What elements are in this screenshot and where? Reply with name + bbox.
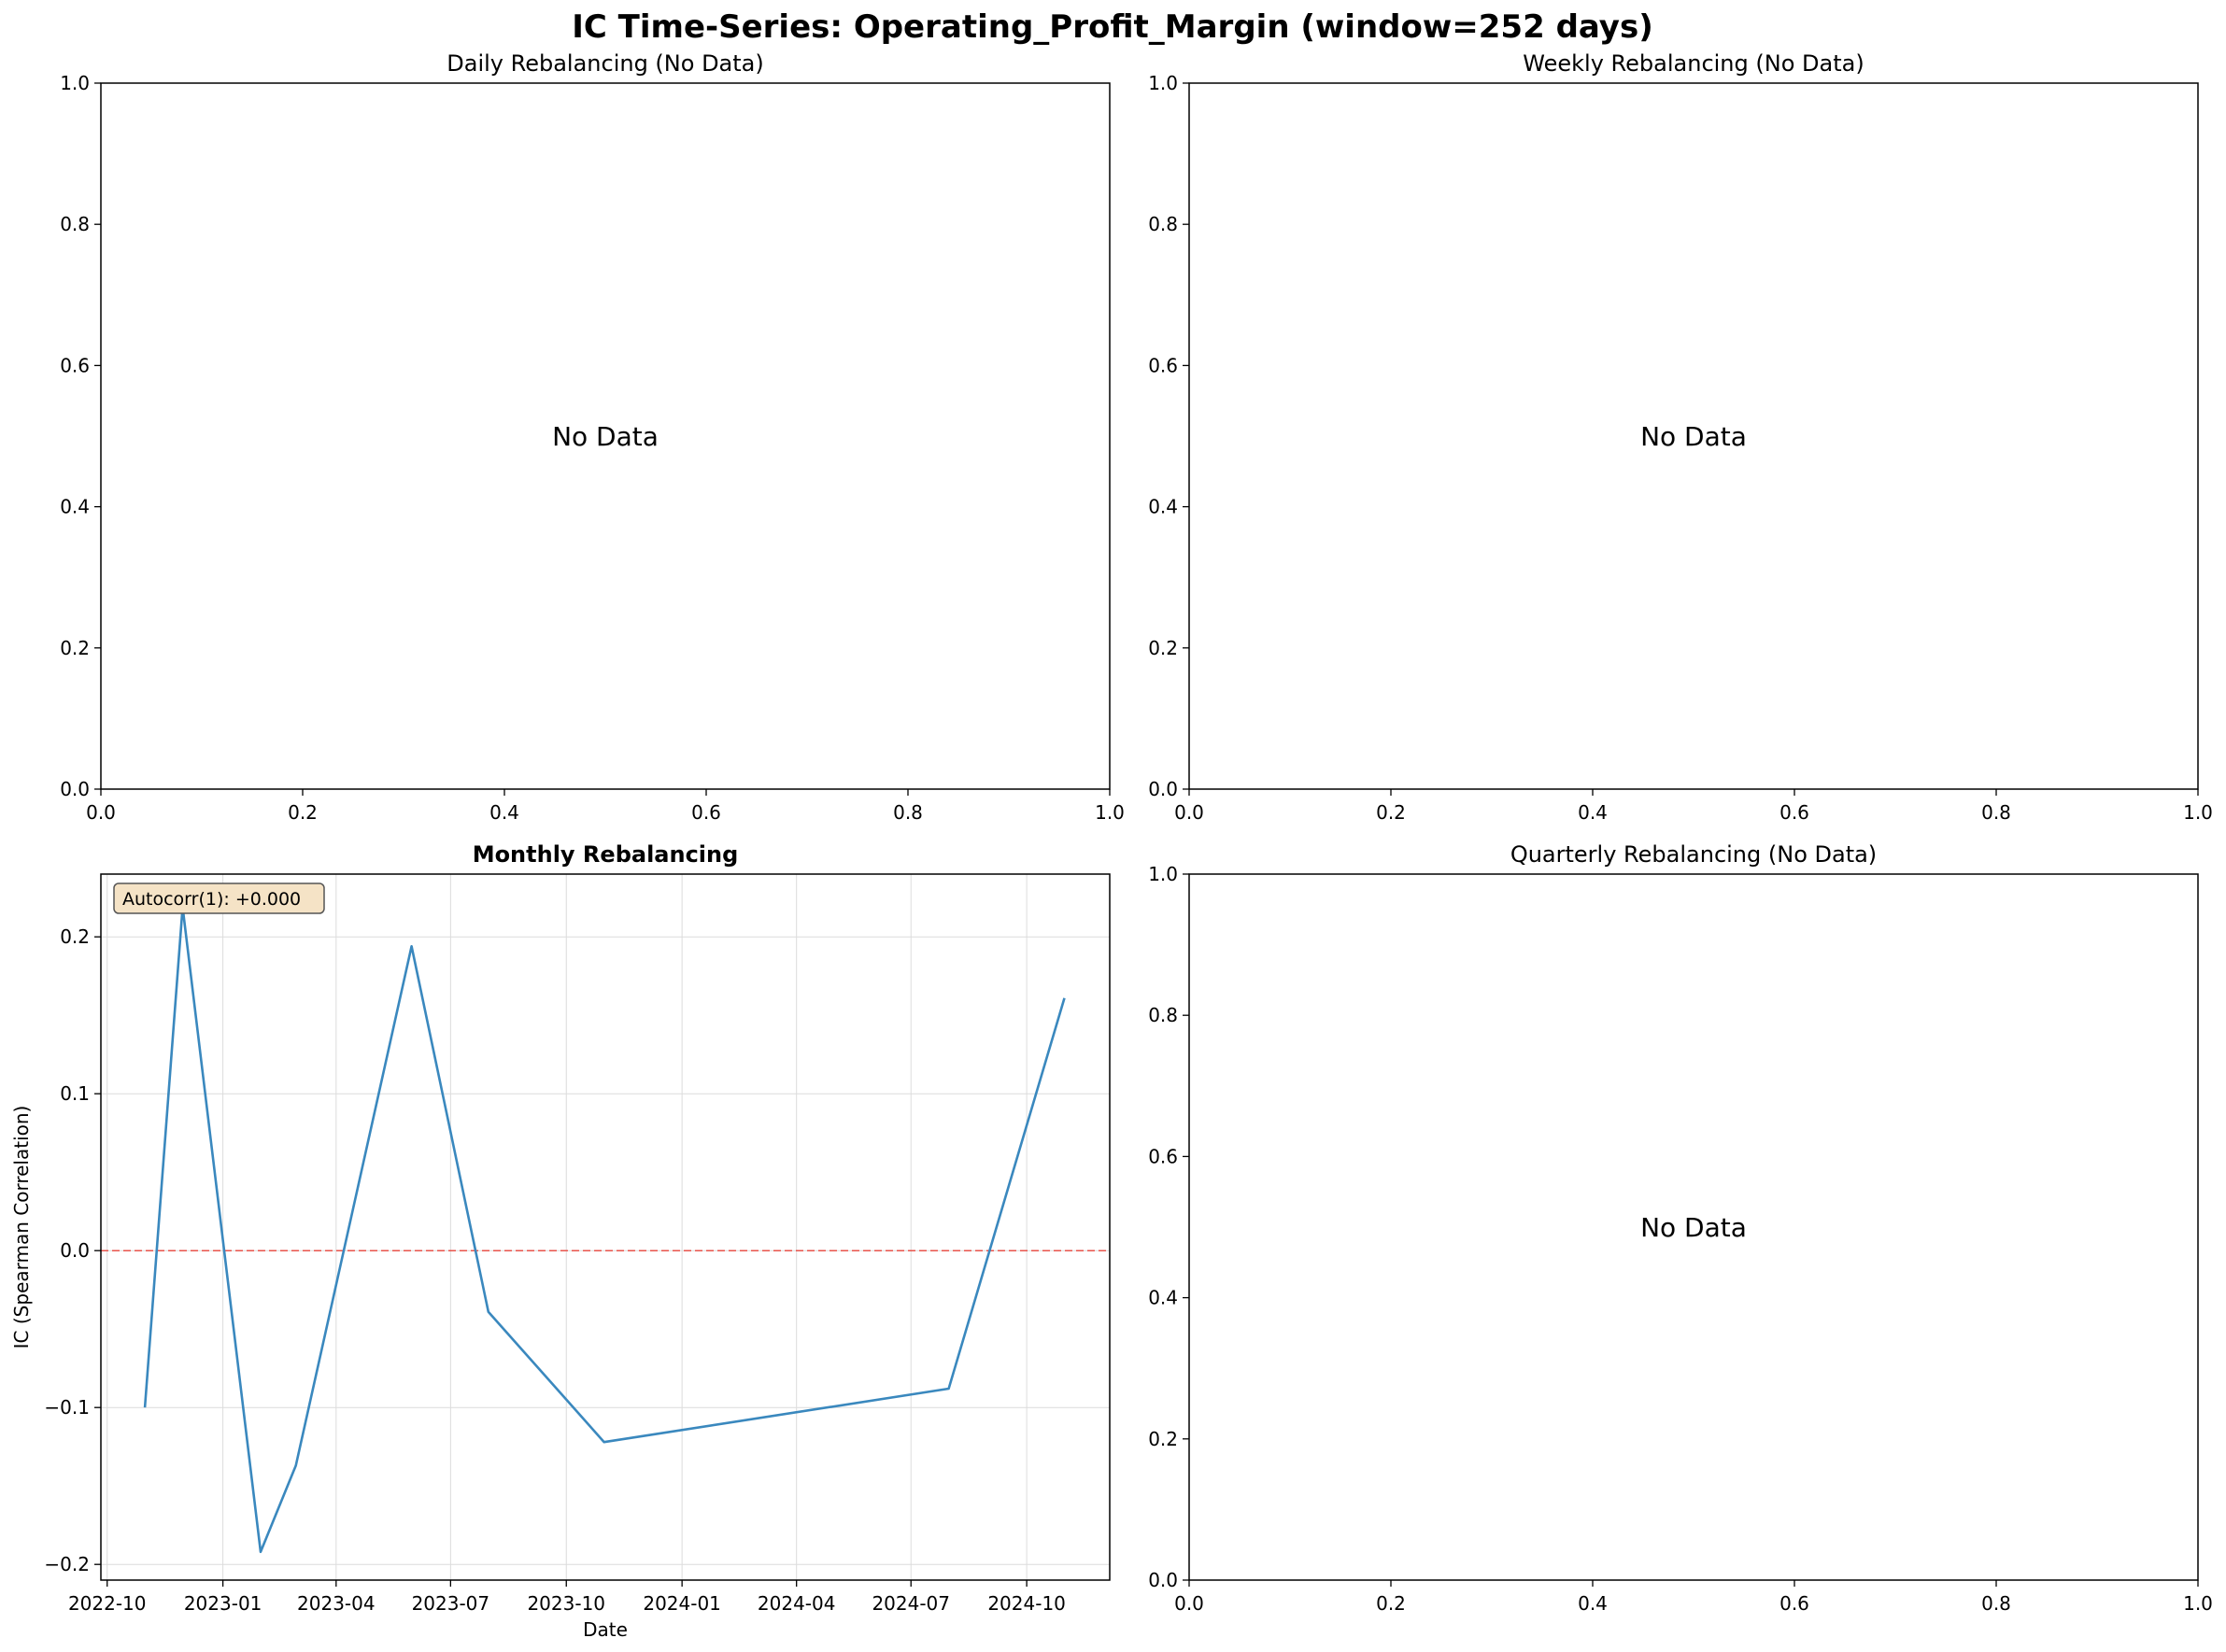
y-tick-label: 0.2	[1148, 1428, 1178, 1450]
panel-quarterly-ticks: 0.0 0.2 0.4 0.6 0.8 1.0 0.0 0.2 0.4 0.6 0.8 1.0	[1148, 863, 2213, 1615]
x-tick-label: 2023-10	[527, 1592, 605, 1615]
x-tick-label: 2023-04	[297, 1592, 376, 1615]
figure-title: IC Time-Series: Operating_Profit_Margin …	[572, 8, 1653, 46]
autocorr-text: Autocorr(1): +0.000	[122, 889, 301, 910]
y-tick-label: 0.2	[1148, 637, 1178, 659]
panel-monthly-title: Monthly Rebalancing	[473, 841, 739, 868]
x-tick-label: 0.8	[1981, 1592, 2011, 1615]
y-tick-label: 0.8	[1148, 213, 1178, 235]
x-tick-label: 0.4	[1578, 1592, 1608, 1615]
x-tick-label: 0.6	[1779, 1592, 1809, 1615]
y-tick-label: −0.1	[44, 1396, 90, 1419]
y-tick-label: 0.6	[1148, 1145, 1178, 1167]
x-tick-label: 2022-10	[68, 1592, 147, 1615]
x-tick-label: 2024-10	[987, 1592, 1066, 1615]
x-tick-label: 0.6	[1779, 801, 1809, 824]
panel-daily-axes-frame	[100, 82, 1111, 790]
panel-weekly-title: Weekly Rebalancing (No Data)	[1523, 50, 1864, 77]
y-tick-label: 0.0	[60, 778, 90, 800]
y-tick-label: 1.0	[1148, 863, 1178, 885]
panel-weekly-axes-frame	[1188, 82, 2199, 790]
panel-monthly: Monthly Rebalancing 2022-10 2023-01 2023-0…	[10, 841, 1111, 1641]
x-tick-label: 0.0	[1174, 1592, 1204, 1615]
x-tick-label: 0.6	[691, 801, 721, 824]
panel-daily-title: Daily Rebalancing (No Data)	[447, 50, 763, 77]
y-tick-label: 0.8	[1148, 1004, 1178, 1026]
y-tick-label: 0.4	[60, 496, 90, 518]
panel-monthly-axes-frame	[100, 873, 1111, 1581]
panel-monthly-ic-line	[143, 906, 1066, 1554]
x-tick-label: 0.2	[1376, 801, 1406, 824]
panel-monthly-ylabel: IC (Spearman Correlation)	[10, 1106, 33, 1349]
x-tick-label: 2024-07	[872, 1592, 950, 1615]
y-tick-label: 0.2	[60, 637, 90, 659]
y-tick-label: 0.1	[60, 1082, 90, 1105]
x-tick-label: 1.0	[2183, 801, 2213, 824]
y-tick-label: 1.0	[1148, 72, 1178, 94]
x-tick-label: 1.0	[1095, 801, 1125, 824]
panel-quarterly-axes-frame	[1188, 873, 2199, 1581]
y-tick-label: 0.6	[60, 354, 90, 376]
x-tick-label: 0.0	[86, 801, 116, 824]
x-tick-label: 0.2	[1376, 1592, 1406, 1615]
y-tick-label: 0.4	[1148, 496, 1178, 518]
x-tick-label: 0.8	[1981, 801, 2011, 824]
y-tick-label: 0.4	[1148, 1287, 1178, 1309]
y-tick-label: 0.6	[1148, 354, 1178, 376]
y-tick-label: −0.2	[44, 1553, 90, 1575]
panel-quarterly: Quarterly Rebalancing (No Data) 0.0 0.2 0.…	[1148, 841, 2213, 1615]
panel-daily: Daily Rebalancing (No Data) 0.0 0.2 0.4 0.6…	[60, 50, 1125, 824]
autocorr-box	[113, 882, 325, 914]
x-tick-label: 0.4	[489, 801, 519, 824]
y-tick-label: 1.0	[60, 72, 90, 94]
x-tick-label: 2024-01	[643, 1592, 721, 1615]
panel-quarterly-no-data: No Data	[1640, 1212, 1747, 1243]
x-tick-label: 0.8	[893, 801, 923, 824]
panel-weekly-ticks: 0.0 0.2 0.4 0.6 0.8 1.0 0.0 0.2 0.4 0.6 0.8 1.0	[1148, 72, 2213, 824]
x-tick-label: 0.2	[288, 801, 318, 824]
y-tick-label: 0.2	[60, 925, 90, 948]
panel-weekly: Weekly Rebalancing (No Data) 0.0 0.2 0.4 0.…	[1148, 50, 2213, 824]
y-tick-label: 0.0	[1148, 1569, 1178, 1591]
panel-daily-ticks: 0.0 0.2 0.4 0.6 0.8 1.0 0.0 0.2 0.4 0.6 0.8 1.0	[60, 72, 1125, 824]
panel-weekly-no-data: No Data	[1640, 421, 1747, 452]
panel-monthly-ticks: 2022-10 2023-01 2023-04 2023-07 2023-10 2024-…	[44, 925, 1065, 1615]
x-tick-label: 2023-01	[184, 1592, 262, 1615]
y-tick-label: 0.0	[60, 1239, 90, 1262]
panel-quarterly-title: Quarterly Rebalancing (No Data)	[1510, 841, 1877, 868]
panel-monthly-xlabel: Date	[583, 1618, 628, 1641]
x-tick-label: 2024-04	[758, 1592, 836, 1615]
panel-daily-no-data: No Data	[552, 421, 659, 452]
x-tick-label: 1.0	[2183, 1592, 2213, 1615]
panel-monthly-grid	[101, 874, 1110, 1580]
x-tick-label: 0.4	[1578, 801, 1608, 824]
x-tick-label: 2023-07	[412, 1592, 490, 1615]
y-tick-label: 0.8	[60, 213, 90, 235]
y-tick-label: 0.0	[1148, 778, 1178, 800]
panel-monthly-annotation: Autocorr(1): +0.000	[113, 882, 325, 914]
x-tick-label: 0.0	[1174, 801, 1204, 824]
